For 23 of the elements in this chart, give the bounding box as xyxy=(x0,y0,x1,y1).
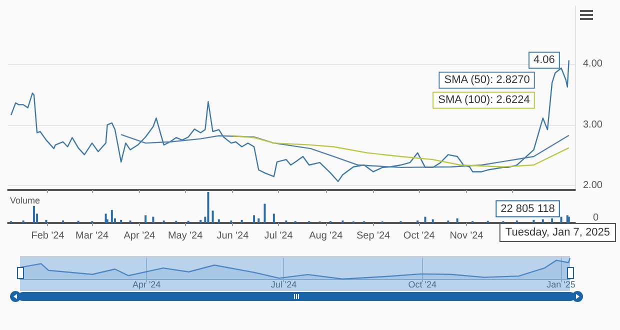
x-tick-label: Apr '24 xyxy=(124,230,156,242)
x-tick-label: Aug '24 xyxy=(309,230,344,242)
annotation: SMA (100): 2.6224 xyxy=(438,94,530,106)
y-tick-label: 2.00 xyxy=(583,180,603,192)
x-tick-label: Jun '24 xyxy=(216,230,250,242)
text: 0 xyxy=(593,212,599,224)
x-tick-label: Mar '24 xyxy=(76,230,110,242)
y-tick-label: 4.00 xyxy=(583,58,603,70)
x-tick-label: Jul '24 xyxy=(270,280,297,290)
x-tick-label: Oct '24 xyxy=(403,230,436,242)
text: Tuesday, Jan 7, 2025 xyxy=(505,226,610,238)
y-tick-label: 3.00 xyxy=(583,119,603,130)
annotation: 22 805 118 xyxy=(500,202,555,215)
x-tick-label: Nov '24 xyxy=(450,230,484,242)
x-tick-label: Sep '24 xyxy=(356,230,390,242)
y-axis-title: Volume xyxy=(10,196,40,206)
x-tick-label: Apr '24 xyxy=(132,280,161,290)
x-tick-label: May '24 xyxy=(168,230,204,242)
x-tick-label: Oct '24 xyxy=(408,280,436,290)
annotation: 4.06 xyxy=(533,54,555,66)
annotation: SMA (50): 2.8270 xyxy=(444,74,530,86)
x-tick-label: Feb '24 xyxy=(31,230,65,242)
x-tick-label: Jul '24 xyxy=(264,230,294,242)
